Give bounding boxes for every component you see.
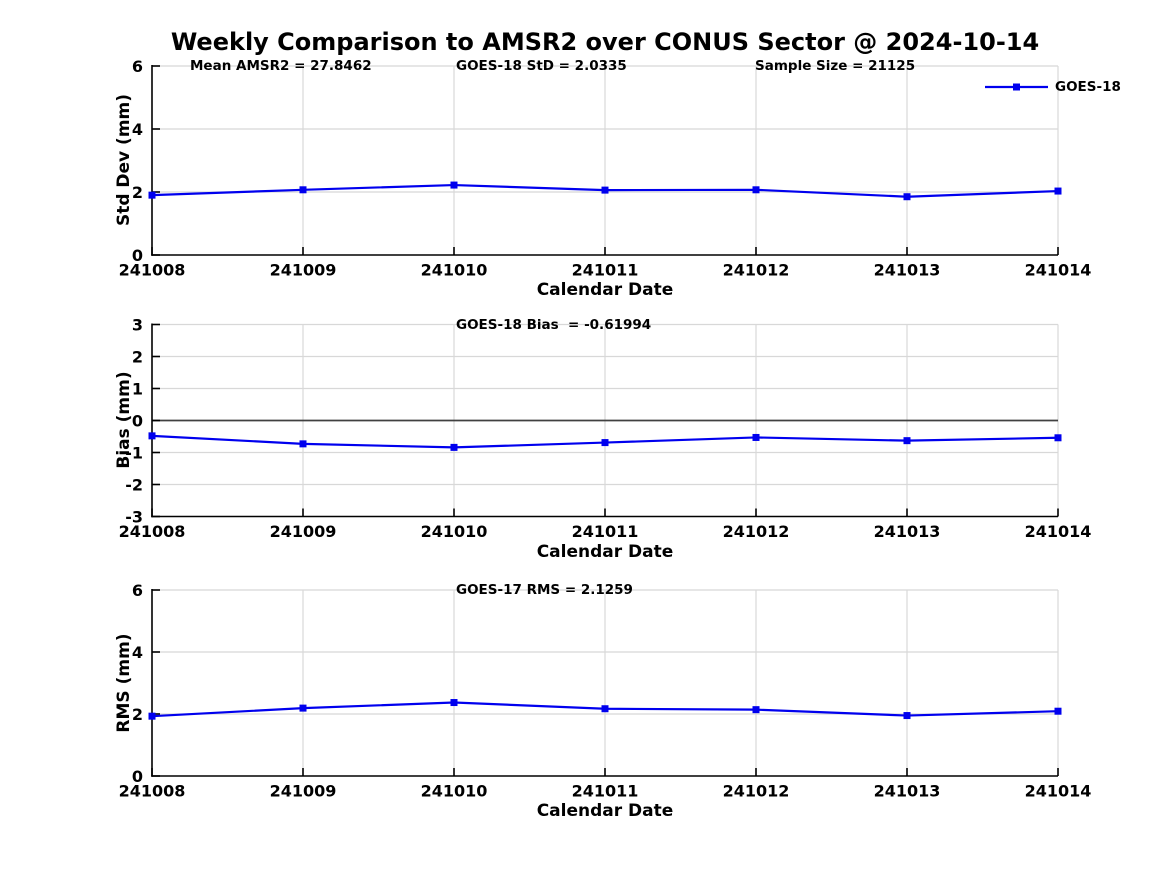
x-tick-label: 241011 <box>572 522 639 541</box>
data-point-marker <box>601 705 609 713</box>
x-tick-label: 241009 <box>270 522 337 541</box>
x-tick-label: 241012 <box>723 261 790 280</box>
y-tick-label: 0 <box>132 246 143 265</box>
annotation-goes18-bias: GOES-18 Bias = -0.61994 <box>456 317 652 333</box>
y-tick-label: 0 <box>132 767 143 786</box>
data-point-marker <box>752 186 760 194</box>
data-point-marker <box>601 186 609 194</box>
y-tick-label: 2 <box>132 183 143 202</box>
x-tick-label: 241008 <box>119 261 186 280</box>
data-point-marker <box>1054 187 1062 195</box>
x-axis-label-3: Calendar Date <box>536 801 674 821</box>
x-tick-label: 241008 <box>119 782 186 801</box>
x-axis-label-2: Calendar Date <box>536 542 674 562</box>
annotation-mean-amsr2: Mean AMSR2 = 27.8462 <box>190 58 372 74</box>
x-tick-label: 241013 <box>874 522 941 541</box>
annotation-goes17-rms: GOES-17 RMS = 2.1259 <box>456 582 633 598</box>
data-point-marker <box>752 433 760 441</box>
data-point-marker <box>1054 707 1062 715</box>
x-tick-label: 241013 <box>874 782 941 801</box>
x-tick-label: 241014 <box>1025 522 1092 541</box>
data-point-marker <box>450 699 458 707</box>
figure-title: Weekly Comparison to AMSR2 over CONUS Se… <box>170 28 1040 56</box>
y-tick-label: 0 <box>132 412 143 431</box>
annotation-goes18-std: GOES-18 StD = 2.0335 <box>456 58 627 74</box>
data-point-marker <box>148 712 156 720</box>
legend-marker <box>1013 83 1020 91</box>
x-tick-label: 241009 <box>270 261 337 280</box>
y-tick-label: 6 <box>132 57 143 76</box>
x-tick-label: 241011 <box>572 261 639 280</box>
x-tick-label: 241014 <box>1025 261 1092 280</box>
x-tick-label: 241008 <box>119 522 186 541</box>
y-tick-label: 2 <box>132 348 143 367</box>
y-axis-label-std-dev: Std Dev (mm) <box>114 93 134 227</box>
y-tick-label: 4 <box>132 120 143 139</box>
x-tick-label: 241013 <box>874 261 941 280</box>
annotation-sample-size: Sample Size = 21125 <box>755 58 916 74</box>
data-point-marker <box>148 432 156 440</box>
y-axis-label-bias: Bias (mm) <box>114 371 134 469</box>
x-tick-label: 241012 <box>723 522 790 541</box>
y-tick-label: 2 <box>132 705 143 724</box>
x-tick-label: 241012 <box>723 782 790 801</box>
x-tick-label: 241010 <box>421 782 488 801</box>
legend-label: GOES-18 <box>1055 79 1121 95</box>
y-tick-label: -2 <box>125 476 143 495</box>
data-point-marker <box>903 712 911 720</box>
data-point-marker <box>601 439 609 447</box>
x-axis-label-1: Calendar Date <box>536 280 674 300</box>
y-tick-label: 3 <box>132 316 143 335</box>
x-tick-label: 241014 <box>1025 782 1092 801</box>
y-tick-label: 4 <box>132 643 143 662</box>
data-point-marker <box>299 704 307 712</box>
x-tick-label: 241009 <box>270 782 337 801</box>
data-point-marker <box>1054 434 1062 442</box>
x-tick-label: 241010 <box>421 522 488 541</box>
data-point-marker <box>903 437 911 445</box>
data-point-marker <box>299 186 307 194</box>
data-point-marker <box>148 191 156 199</box>
data-point-marker <box>450 443 458 451</box>
data-point-marker <box>299 440 307 448</box>
data-point-marker <box>903 193 911 201</box>
y-tick-label: -1 <box>125 444 143 463</box>
data-point-marker <box>450 181 458 189</box>
data-point-marker <box>752 706 760 714</box>
y-tick-label: 6 <box>132 581 143 600</box>
y-axis-label-rms: RMS (mm) <box>114 633 134 733</box>
x-tick-label: 241010 <box>421 261 488 280</box>
x-tick-label: 241011 <box>572 782 639 801</box>
y-tick-label: 1 <box>132 380 143 399</box>
y-tick-label: -3 <box>125 508 143 527</box>
